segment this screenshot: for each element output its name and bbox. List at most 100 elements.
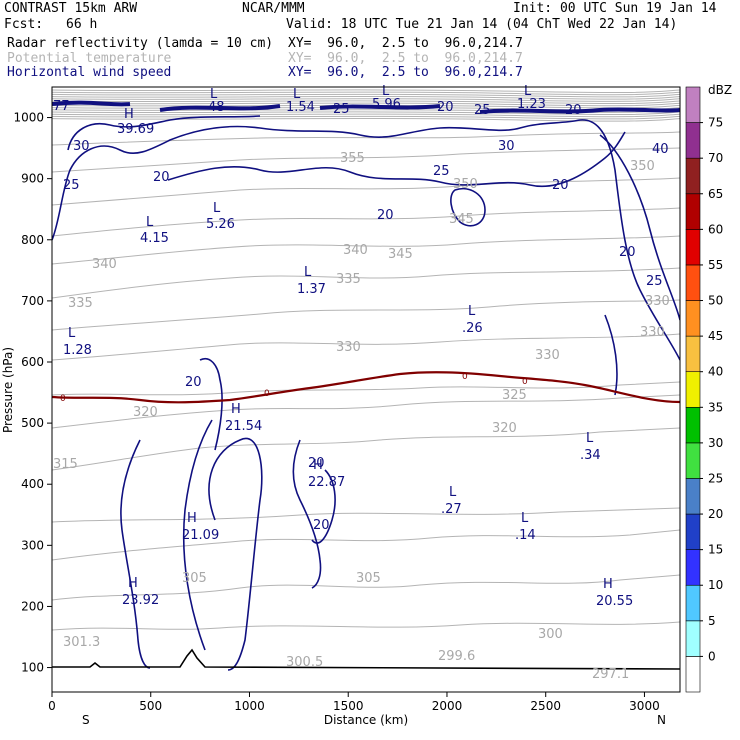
theta-label: 305 bbox=[356, 571, 381, 586]
theta-top-line bbox=[52, 100, 680, 105]
x-tick-label: 1500 bbox=[333, 699, 364, 713]
theta-label: 340 bbox=[343, 243, 368, 258]
theta-top-line bbox=[52, 111, 680, 116]
field-name-wind-speed: Horizontal wind speed bbox=[7, 65, 172, 80]
colorbar-swatch bbox=[685, 335, 701, 373]
center-type: H bbox=[603, 577, 613, 592]
theta-label: 350 bbox=[453, 177, 478, 192]
colorbar-swatch bbox=[685, 371, 701, 408]
colorbar-label: 10 bbox=[708, 578, 723, 592]
theta-label: 350 bbox=[630, 159, 655, 174]
center-type: L bbox=[68, 326, 76, 341]
freezing-label-left: 0 bbox=[60, 394, 66, 404]
theta-label: 345 bbox=[449, 212, 474, 227]
theta-label: 335 bbox=[336, 272, 361, 287]
colorbar-swatch bbox=[685, 584, 701, 622]
center-type: H bbox=[313, 458, 323, 473]
wind-label: 20 bbox=[153, 170, 170, 185]
colorbar-label: 25 bbox=[708, 471, 723, 485]
y-tick-label: 900 bbox=[21, 172, 44, 186]
wind-label: 30 bbox=[498, 139, 515, 154]
center-type: L bbox=[293, 87, 301, 102]
y-axis-label: Pressure (hPa) bbox=[1, 347, 15, 433]
colorbar-label: 20 bbox=[708, 507, 723, 521]
center-value: 5.96 bbox=[372, 97, 401, 112]
theta-label: 299.6 bbox=[438, 649, 475, 664]
colorbar: 0 5 10 15 20 25 30 35 40 45 50 55 60 65 70 75 bbox=[685, 86, 723, 693]
center-value: 22.87 bbox=[308, 475, 345, 490]
y-tick-label: 200 bbox=[21, 599, 44, 613]
wind-label: 25 bbox=[474, 103, 491, 118]
theta-label: 305 bbox=[182, 571, 207, 586]
colorbar-swatch bbox=[685, 86, 701, 123]
center-value: 1.23 bbox=[517, 97, 546, 112]
theta-label: 355 bbox=[340, 151, 365, 166]
colorbar-label: 15 bbox=[708, 543, 723, 557]
center-value: 1.37 bbox=[297, 282, 326, 297]
colorbar-swatch bbox=[685, 442, 701, 479]
theta-label: 325 bbox=[502, 388, 527, 403]
center-value: 20.55 bbox=[596, 594, 633, 609]
init-time: Init: 00 UTC Sun 19 Jan 14 bbox=[513, 1, 717, 16]
center-value: .27 bbox=[441, 502, 462, 517]
wind-label: 20 bbox=[308, 456, 325, 471]
center-type: L bbox=[521, 511, 529, 526]
freezing-label-3: 0 bbox=[462, 372, 468, 382]
wind-label: 20 bbox=[377, 208, 394, 223]
theta-label: 340 bbox=[92, 257, 117, 272]
center-value: 48 bbox=[208, 100, 225, 115]
theta-top-line bbox=[52, 91, 680, 96]
wind-label: 20 bbox=[619, 245, 636, 260]
x-tick-label: 1000 bbox=[234, 699, 265, 713]
colorbar-swatch bbox=[685, 513, 701, 550]
colorbar-label: 65 bbox=[708, 187, 723, 201]
x-tick-label: 2000 bbox=[432, 699, 463, 713]
wind-label: 25 bbox=[333, 102, 350, 117]
center-type: L bbox=[210, 87, 218, 102]
wind-label: 20 bbox=[552, 178, 569, 193]
colorbar-swatch bbox=[685, 620, 701, 657]
colorbar-swatch bbox=[685, 300, 701, 337]
x-end-label-north: N bbox=[657, 713, 666, 727]
center-type: L bbox=[449, 485, 457, 500]
forecast-hour: 66 h bbox=[66, 17, 98, 32]
field-xy-reflectivity: XY= 96.0, 2.5 to 96.0,214.7 bbox=[288, 36, 523, 51]
colorbar-swatch bbox=[685, 478, 701, 515]
colorbar-swatch bbox=[685, 406, 701, 444]
colorbar-swatch bbox=[685, 122, 701, 159]
y-tick-label: 500 bbox=[21, 416, 44, 430]
wind-label: 40 bbox=[652, 142, 669, 157]
theta-top-line bbox=[52, 89, 680, 94]
theta-label: 345 bbox=[388, 247, 413, 262]
field-xy-theta: XY= 96.0, 2.5 to 96.0,214.7 bbox=[288, 51, 523, 66]
theta-top-line bbox=[52, 117, 680, 122]
theta-label: 300.5 bbox=[286, 655, 323, 670]
y-axis: 100 200 300 400 500 600 700 800 900 1000 bbox=[13, 111, 52, 675]
theta-label: 300 bbox=[538, 627, 563, 642]
center-value: .14 bbox=[515, 528, 536, 543]
y-tick-label: 600 bbox=[21, 355, 44, 369]
center-value: .26 bbox=[462, 321, 483, 336]
colorbar-label: 75 bbox=[708, 116, 723, 130]
freezing-level: 0 0 0 0 bbox=[52, 371, 680, 404]
center-value: 4.15 bbox=[140, 231, 169, 246]
colorbar-swatch bbox=[685, 264, 701, 301]
theta-contours bbox=[52, 131, 680, 631]
colorbar-label: 50 bbox=[708, 294, 723, 308]
field-name-reflectivity: Radar reflectivity (lamda = 10 cm) bbox=[7, 36, 274, 51]
colorbar-label: 45 bbox=[708, 329, 723, 343]
colorbar-label: 70 bbox=[708, 151, 723, 165]
theta-top-line bbox=[52, 102, 680, 107]
center-labels: L 48 L 1.54 L 5.96 L 1.23 H 39.69 L 4.15… bbox=[63, 84, 633, 609]
x-tick-label: 3000 bbox=[629, 699, 660, 713]
center-type: L bbox=[524, 84, 532, 99]
theta-label: 320 bbox=[133, 405, 158, 420]
model-title: CONTRAST 15km ARW bbox=[4, 1, 138, 16]
colorbar-swatch bbox=[685, 157, 701, 195]
theta-label: 301.3 bbox=[63, 635, 100, 650]
center-type: L bbox=[213, 201, 221, 216]
theta-label: 330 bbox=[535, 348, 560, 363]
x-axis: 0 500 1000 1500 2000 2500 3000 bbox=[48, 692, 660, 713]
field-name-theta: Potential temperature bbox=[7, 51, 172, 66]
